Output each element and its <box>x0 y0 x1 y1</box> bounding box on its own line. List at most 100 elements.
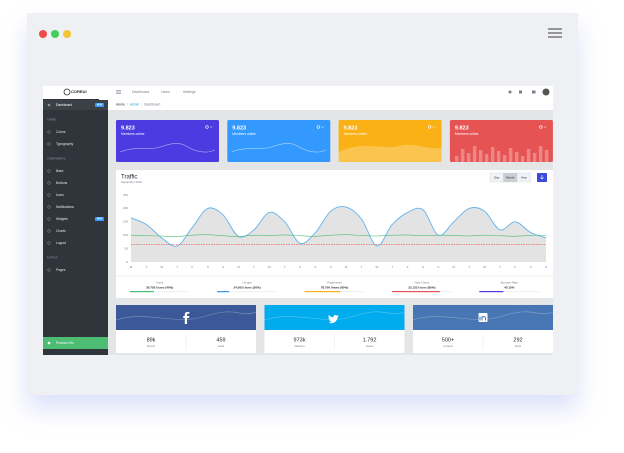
nav-item[interactable]: Buttons <box>56 181 68 185</box>
nav-item[interactable]: Widgets <box>56 217 68 221</box>
breadcrumb-item: Admin <box>130 102 140 106</box>
social-stat-value: 1.792 <box>363 337 377 343</box>
social-stat-value: 459 <box>216 337 225 343</box>
settings-icon[interactable] <box>428 125 432 129</box>
dropdown-icon[interactable] <box>321 126 324 129</box>
nav-item-active[interactable] <box>43 100 108 110</box>
social-stat-value: 89k <box>147 337 156 343</box>
x-tick-label: S <box>222 265 224 269</box>
app-header <box>43 86 553 99</box>
stat-label: Members online <box>344 132 368 136</box>
stat-label: Members online <box>232 132 256 136</box>
header-icons <box>508 88 550 96</box>
metric-label: Visits <box>156 280 164 284</box>
x-tick-label: F <box>514 265 516 269</box>
x-tick-label: F <box>407 265 409 269</box>
social-stat-label: friends <box>147 344 155 348</box>
window-close[interactable] <box>39 30 47 38</box>
x-tick-label: M <box>130 265 133 269</box>
nav-icon <box>47 103 51 107</box>
traffic-title: Traffic <box>121 175 137 181</box>
progress-track <box>479 291 540 293</box>
dropdown-icon[interactable] <box>543 126 547 129</box>
stat-label: Members online <box>455 132 479 136</box>
x-tick-label: W <box>268 265 271 269</box>
header-nav-link[interactable]: Users <box>161 90 170 94</box>
social-wave <box>264 311 405 321</box>
x-tick-label: M <box>453 265 456 269</box>
mail-icon[interactable] <box>532 90 536 94</box>
header-nav-link[interactable]: Settings <box>183 90 196 94</box>
breadcrumb-separator: / <box>141 102 142 106</box>
nav-item[interactable]: Base <box>56 169 64 173</box>
sidebar-footer[interactable] <box>43 337 108 349</box>
dropdown-icon[interactable] <box>432 126 436 129</box>
nav-item[interactable]: Typography <box>56 142 74 146</box>
line <box>130 234 547 237</box>
x-tick-label: S <box>422 265 424 269</box>
sparkbar <box>472 146 477 162</box>
nav-item[interactable]: Logout <box>56 241 66 245</box>
dropdown-icon[interactable] <box>209 126 213 129</box>
nav-item[interactable]: Pages <box>56 268 66 272</box>
x-tick-label: T <box>361 265 363 269</box>
nav-badge <box>95 103 104 107</box>
list-icon[interactable] <box>519 90 522 94</box>
facebook-icon <box>183 312 190 325</box>
progress-bar <box>217 291 230 293</box>
nav-icon <box>47 268 51 272</box>
social-wave <box>115 311 257 321</box>
metric-detail: 22.123 Users (80%) <box>408 285 435 289</box>
menu-icon[interactable] <box>548 28 562 38</box>
nav-item[interactable]: Colors <box>56 130 66 134</box>
nav-icon <box>47 193 51 197</box>
download-icon <box>540 175 544 180</box>
sparkline-area <box>338 144 442 162</box>
social-stat-value: 500+ <box>442 337 454 343</box>
header-nav-link[interactable]: Dashboard <box>132 90 149 94</box>
progress-bar <box>479 291 504 293</box>
window-maximize[interactable] <box>51 30 59 38</box>
avatar[interactable] <box>542 88 550 96</box>
stat-card <box>338 120 442 162</box>
social-stat-label: followers <box>294 344 305 348</box>
metric-label: Bounce Rate <box>501 280 519 284</box>
x-tick-label: S <box>437 265 439 269</box>
sparkbar <box>544 150 549 162</box>
progress-bar <box>129 291 154 293</box>
sparkbar <box>538 146 543 162</box>
nav-section-title: THEME <box>47 118 56 122</box>
stat-card <box>116 120 219 162</box>
sparkbar <box>496 151 501 162</box>
y-tick-label: 100 <box>123 233 128 237</box>
nav-item[interactable]: Notifications <box>56 205 74 209</box>
bell-icon[interactable] <box>508 90 512 94</box>
settings-icon[interactable] <box>205 125 209 129</box>
sparkbar <box>490 147 495 162</box>
nav-icon <box>47 241 51 245</box>
stat-card <box>227 120 331 162</box>
social-stat-label: feeds <box>515 344 522 348</box>
social-stat-value: 292 <box>513 337 522 343</box>
y-tick-label: 200 <box>123 206 128 210</box>
header-toggler[interactable] <box>116 90 121 94</box>
sparkbar <box>532 153 537 162</box>
range-button-label: Month <box>506 175 515 179</box>
x-tick-label: T <box>391 265 393 269</box>
nav-item[interactable]: Icons <box>56 193 64 197</box>
settings-icon[interactable] <box>539 125 543 129</box>
x-tick-label: T <box>145 265 147 269</box>
linkedin-glyph <box>479 316 486 321</box>
x-tick-label: M <box>237 265 240 269</box>
metric-detail: 40.15% <box>504 285 515 289</box>
nav-icon <box>47 205 51 209</box>
settings-icon[interactable] <box>316 125 320 129</box>
progress-track <box>217 291 278 293</box>
window-minimize[interactable] <box>63 30 71 38</box>
range-button[interactable] <box>516 172 531 183</box>
social-stat-value: 973k <box>294 337 306 343</box>
sparkbar <box>514 152 519 162</box>
nav-item[interactable]: Charts <box>56 229 66 233</box>
sparkbar <box>526 149 531 162</box>
